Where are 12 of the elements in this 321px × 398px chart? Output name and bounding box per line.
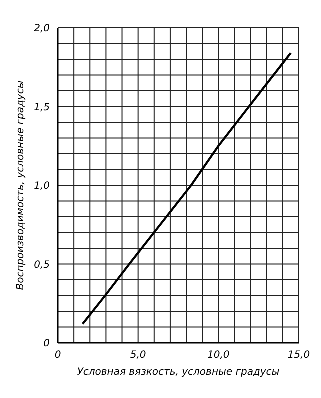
x-tick-label: 5,0 bbox=[130, 350, 146, 362]
line-series bbox=[82, 52, 292, 326]
y-axis-title: Воспроизводимость, условные градусы bbox=[16, 80, 27, 290]
x-tick-label: 15,0 bbox=[288, 350, 310, 362]
y-tick-label: 2,0 bbox=[34, 24, 50, 35]
x-axis-title: Условная вязкость, условные градусы bbox=[77, 367, 280, 378]
y-tick-label: 0 bbox=[44, 338, 50, 350]
y-tick-label: 1,5 bbox=[34, 102, 50, 114]
y-tick-label: 0,5 bbox=[34, 260, 50, 271]
y-tick-label: 1,0 bbox=[34, 181, 50, 192]
x-tick-label: 10,0 bbox=[208, 350, 230, 362]
x-tick-label: 0 bbox=[54, 350, 62, 362]
